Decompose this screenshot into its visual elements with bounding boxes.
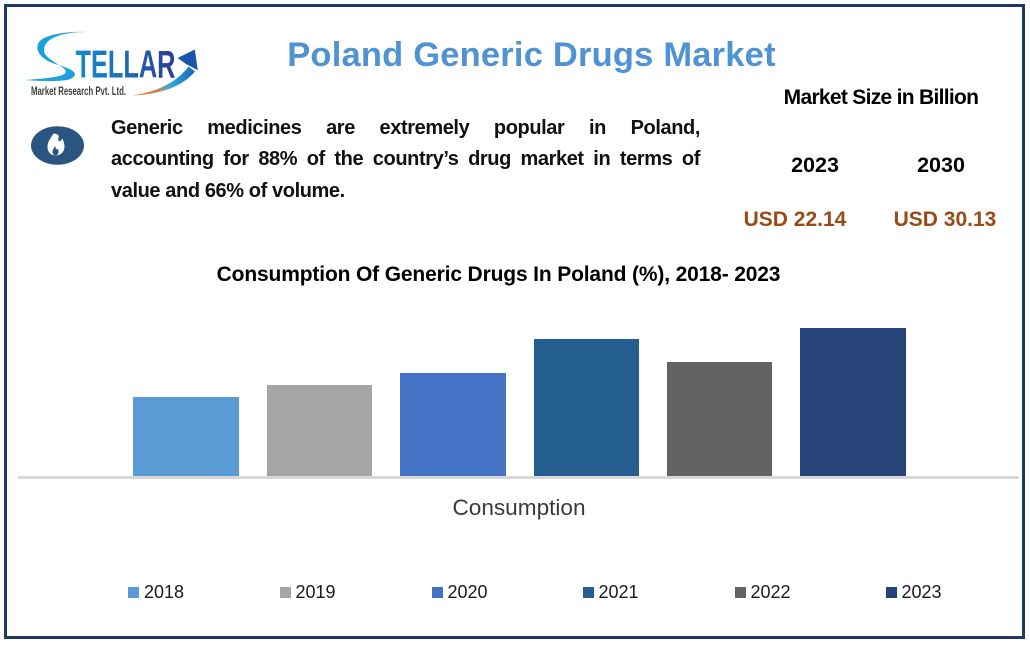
- svg-text:Market Research Pvt. Ltd.: Market Research Pvt. Ltd.: [31, 84, 126, 98]
- svg-text:TELLAR: TELLAR: [76, 44, 176, 87]
